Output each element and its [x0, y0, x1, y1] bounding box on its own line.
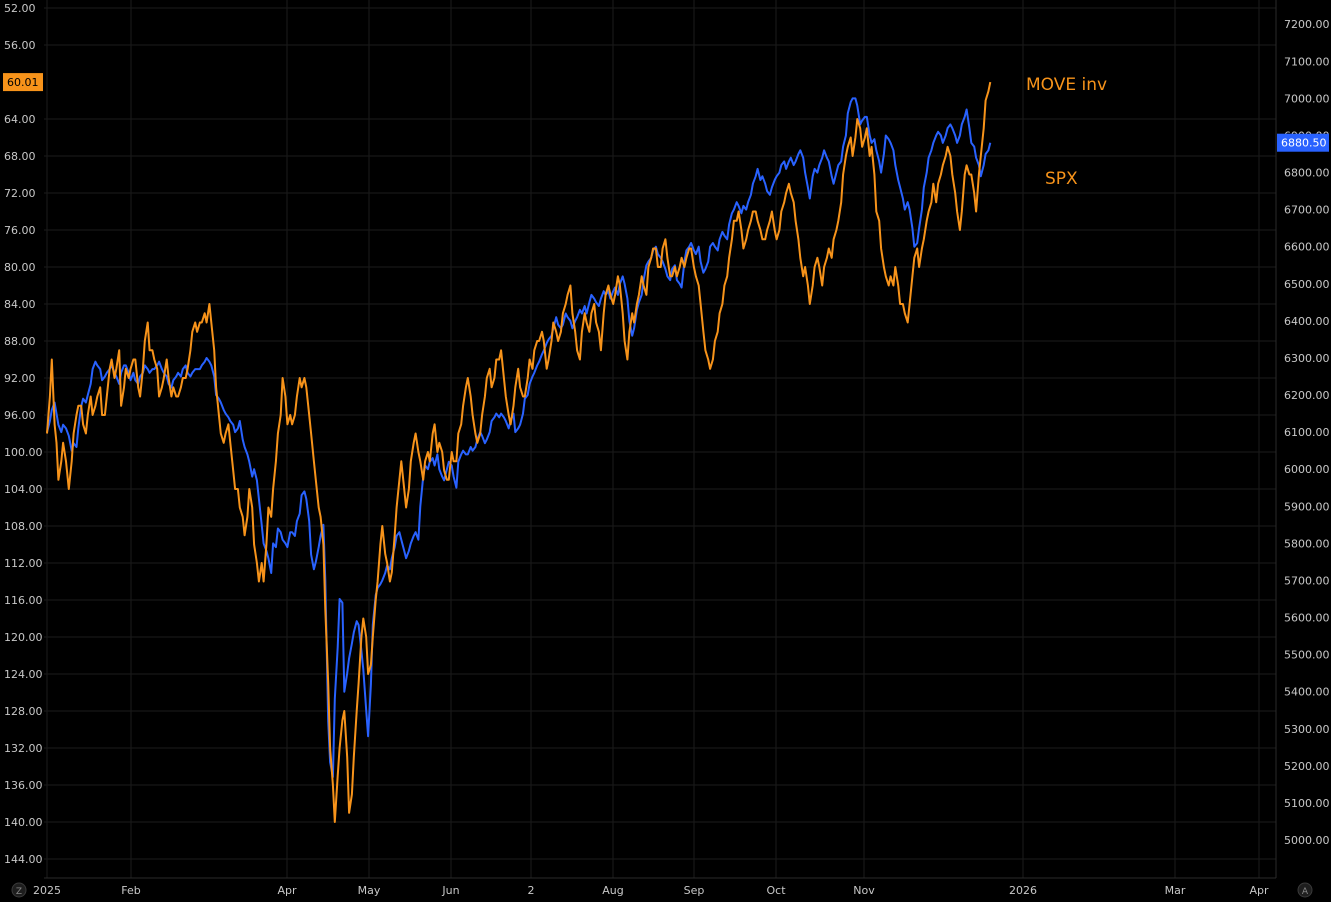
right-tick-label: 6000.00 — [1284, 463, 1330, 476]
left-tick-label: 96.00 — [4, 409, 36, 422]
last-value-text-move-inv: 60.01 — [7, 76, 39, 89]
right-tick-label: 5300.00 — [1284, 723, 1330, 736]
right-tick-label: 6300.00 — [1284, 352, 1330, 365]
series-label-move-inv: MOVE inv — [1026, 75, 1107, 95]
left-tick-label: 52.00 — [4, 2, 36, 15]
left-tick-label: 68.00 — [4, 150, 36, 163]
left-tick-label: 116.00 — [4, 594, 43, 607]
left-tick-label: 84.00 — [4, 298, 36, 311]
series-line-spx[interactable] — [46, 97, 992, 778]
right-tick-label: 7100.00 — [1284, 55, 1330, 68]
left-tick-label: 88.00 — [4, 335, 36, 348]
time-tick-label: May — [358, 884, 381, 897]
left-tick-label: 136.00 — [4, 779, 43, 792]
right-tick-label: 6400.00 — [1284, 315, 1330, 328]
series-label-layer: MOVE inv SPX — [1026, 75, 1107, 189]
time-tick-label: Sep — [684, 884, 705, 897]
left-tick-label: 132.00 — [4, 742, 43, 755]
series-label-spx: SPX — [1045, 169, 1078, 189]
time-tick-label: Jun — [441, 884, 459, 897]
auto-scale-left-button[interactable] — [11, 882, 27, 898]
series-layer — [46, 81, 992, 823]
time-tick-label: 2025 — [33, 884, 61, 897]
right-tick-label: 6800.00 — [1284, 167, 1330, 180]
time-tick-label: Mar — [1165, 884, 1186, 897]
left-tick-label: 80.00 — [4, 261, 36, 274]
corner-label-right: A — [1302, 887, 1309, 897]
last-value-text-spx: 6880.50 — [1281, 137, 1327, 150]
time-tick-label: 2 — [528, 884, 535, 897]
right-tick-label: 6100.00 — [1284, 426, 1330, 439]
corner-buttons: Z A — [11, 882, 1313, 898]
left-tick-label: 140.00 — [4, 816, 43, 829]
left-tick-label: 104.00 — [4, 483, 43, 496]
series-line-move-inv[interactable] — [46, 81, 992, 823]
right-tick-label: 5800.00 — [1284, 537, 1330, 550]
left-tick-label: 120.00 — [4, 631, 43, 644]
time-axis[interactable]: 2025 Feb Apr May Jun 2 Aug Sep Oct Nov 2026 Mar Apr — [33, 884, 1269, 897]
auto-scale-right-button[interactable] — [1297, 882, 1313, 898]
right-tick-label: 5500.00 — [1284, 649, 1330, 662]
time-tick-label: Nov — [853, 884, 875, 897]
left-tick-label: 108.00 — [4, 520, 43, 533]
right-tick-label: 5900.00 — [1284, 500, 1330, 513]
last-value-badge-spx — [1277, 133, 1329, 152]
right-tick-label: 5600.00 — [1284, 612, 1330, 625]
last-value-badge-move-inv — [3, 73, 43, 92]
left-tick-label: 76.00 — [4, 224, 36, 237]
left-tick-label: 92.00 — [4, 372, 36, 385]
time-tick-label: Aug — [602, 884, 623, 897]
corner-label-left: Z — [16, 887, 22, 897]
right-tick-label: 5100.00 — [1284, 797, 1330, 810]
right-tick-label: 6500.00 — [1284, 278, 1330, 291]
right-tick-label: 5000.00 — [1284, 834, 1330, 847]
right-tick-label: 5400.00 — [1284, 686, 1330, 699]
grid-layer — [44, 0, 1276, 878]
time-tick-label: Oct — [766, 884, 786, 897]
right-tick-label: 5200.00 — [1284, 760, 1330, 773]
left-tick-label: 124.00 — [4, 668, 43, 681]
left-tick-label: 144.00 — [4, 853, 43, 866]
left-tick-label: 72.00 — [4, 187, 36, 200]
right-tick-label: 6600.00 — [1284, 241, 1330, 254]
right-tick-label: 5700.00 — [1284, 574, 1330, 587]
left-tick-label: 100.00 — [4, 446, 43, 459]
time-tick-label: Apr — [277, 884, 297, 897]
right-tick-label: 7000.00 — [1284, 92, 1330, 105]
time-tick-label: 2026 — [1009, 884, 1037, 897]
left-tick-label: 64.00 — [4, 113, 36, 126]
last-value-badges: 60.01 6880.50 — [3, 73, 1329, 152]
left-price-axis[interactable]: 52.00 56.00 64.00 68.00 72.00 76.00 80.00 84.00… — [4, 2, 43, 866]
time-tick-label: Apr — [1249, 884, 1269, 897]
left-tick-label: 128.00 — [4, 705, 43, 718]
right-tick-label: 7200.00 — [1284, 18, 1330, 31]
left-tick-label: 56.00 — [4, 39, 36, 52]
right-tick-label: 6700.00 — [1284, 204, 1330, 217]
right-tick-label: 6200.00 — [1284, 389, 1330, 402]
left-tick-label: 112.00 — [4, 557, 43, 570]
time-tick-label: Feb — [121, 884, 140, 897]
